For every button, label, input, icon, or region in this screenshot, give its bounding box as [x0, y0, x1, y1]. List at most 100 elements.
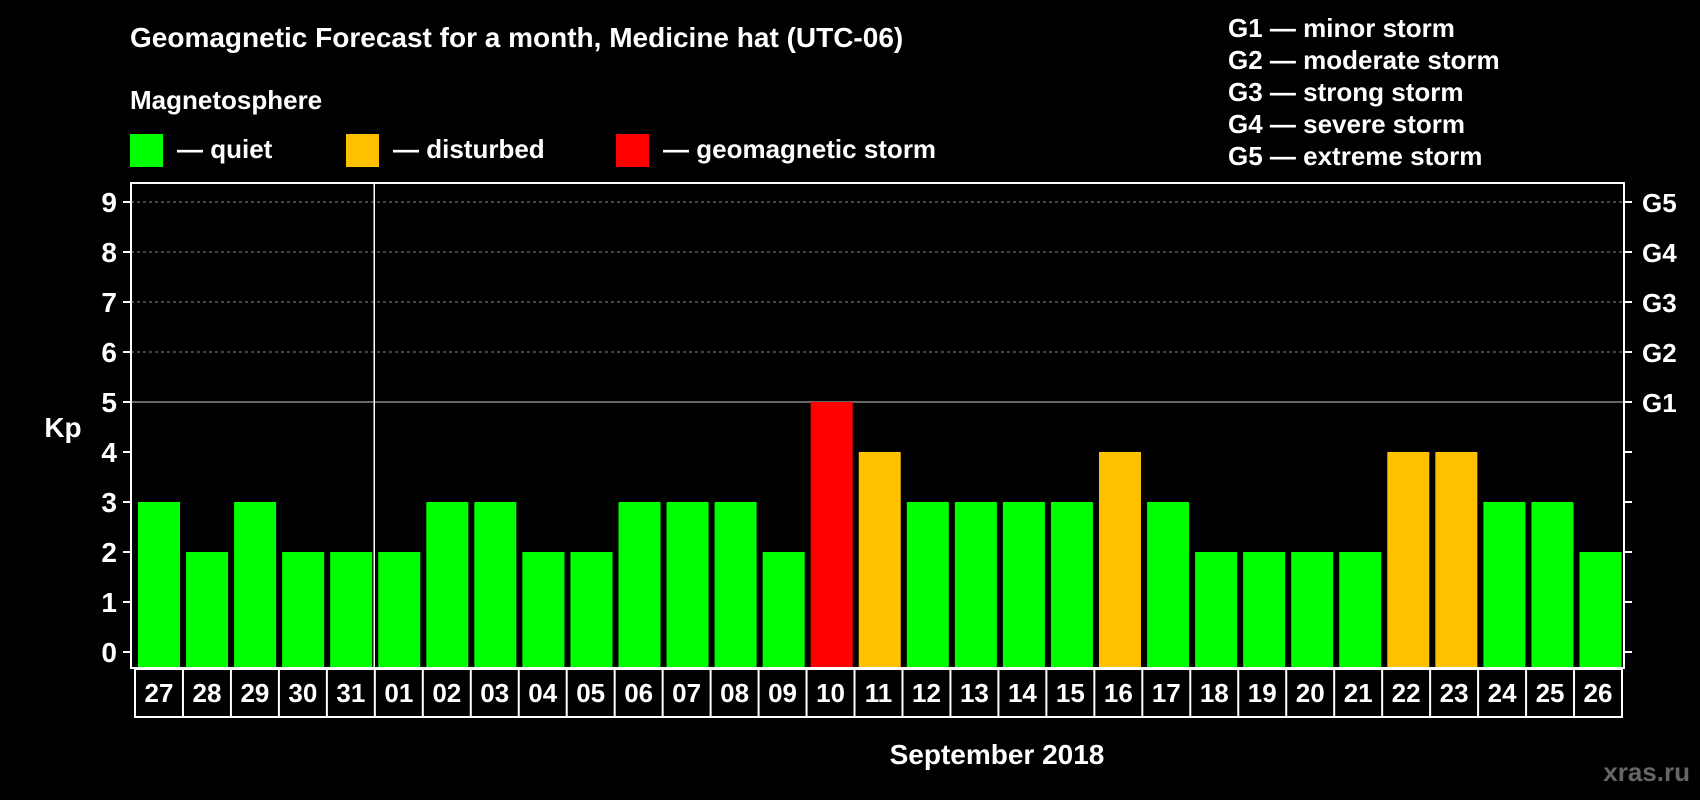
bar-20: [1291, 552, 1334, 668]
bar-12: [906, 502, 949, 668]
bar-16: [1099, 452, 1141, 668]
legend-label-disturbed: — disturbed: [393, 134, 545, 164]
date-label-08: 08: [720, 678, 749, 708]
date-label-18: 18: [1200, 678, 1229, 708]
date-label-10: 10: [816, 678, 845, 708]
date-axis: 27 28 29 30 31 01 02 03 04 05 06 07 08 09 10 11 12 13 14 15…: [134, 668, 1623, 718]
chart-title: Geomagnetic Forecast for a month, Medici…: [130, 22, 904, 53]
storm-scale-g5: G5 — extreme storm: [1228, 141, 1483, 171]
date-label-05: 05: [576, 678, 605, 708]
bars: [138, 402, 1622, 668]
date-label-03: 03: [480, 678, 509, 708]
y-axis-label: Kp: [44, 412, 81, 443]
bar-10: [810, 402, 853, 668]
bar-04: [522, 552, 565, 668]
bar-18: [1195, 552, 1238, 668]
y-tick-label-6: 6: [101, 337, 117, 368]
right-tick-label-g4: G4: [1642, 238, 1677, 268]
bar-27: [138, 502, 180, 668]
date-label-22: 22: [1392, 678, 1421, 708]
y-tick-label-8: 8: [101, 237, 117, 268]
bar-09: [762, 552, 805, 668]
bar-15: [1050, 502, 1093, 668]
date-label-01: 01: [384, 678, 413, 708]
storm-scale-g1: G1 — minor storm: [1228, 13, 1455, 43]
date-label-25: 25: [1536, 678, 1565, 708]
date-label-27: 27: [145, 678, 174, 708]
date-label-28: 28: [192, 678, 221, 708]
bar-19: [1243, 552, 1286, 668]
y-tick-label-1: 1: [101, 587, 117, 618]
y-tick-label-5: 5: [101, 387, 117, 418]
date-label-20: 20: [1296, 678, 1325, 708]
watermark: xras.ru: [1603, 757, 1690, 787]
date-label-02: 02: [432, 678, 461, 708]
right-tick-label-g3: G3: [1642, 288, 1677, 318]
bar-31: [330, 552, 373, 668]
bar-06: [618, 502, 661, 668]
date-label-11: 11: [865, 678, 893, 708]
y-tick-label-9: 9: [101, 187, 117, 218]
date-label-12: 12: [912, 678, 941, 708]
date-label-19: 19: [1248, 678, 1277, 708]
bar-11: [858, 452, 901, 668]
date-label-07: 07: [672, 678, 701, 708]
bar-29: [234, 502, 277, 668]
date-label-16: 16: [1104, 678, 1133, 708]
bar-30: [282, 552, 325, 668]
date-label-09: 09: [768, 678, 797, 708]
right-tick-label-g1: G1: [1642, 388, 1677, 418]
y-tick-label-4: 4: [101, 437, 117, 468]
date-row-border: [134, 668, 1623, 718]
date-label-23: 23: [1440, 678, 1469, 708]
date-label-31: 31: [336, 678, 365, 708]
storm-scale-g4: G4 — severe storm: [1228, 109, 1466, 139]
y-tick-label-2: 2: [101, 537, 117, 568]
bar-21: [1339, 552, 1382, 668]
date-label-04: 04: [528, 678, 557, 708]
date-label-15: 15: [1056, 678, 1085, 708]
y-tick-label-0: 0: [101, 637, 117, 668]
date-label-29: 29: [240, 678, 269, 708]
date-label-24: 24: [1488, 678, 1517, 708]
date-label-30: 30: [288, 678, 317, 708]
bar-26: [1579, 552, 1622, 668]
y-axis-ticks: 0 1 2 3 4 5 6 7 8 9: [101, 187, 131, 668]
date-label-13: 13: [960, 678, 989, 708]
date-label-21: 21: [1344, 678, 1373, 708]
date-label-17: 17: [1152, 678, 1181, 708]
bar-05: [570, 552, 613, 668]
legend-label-quiet: — quiet: [177, 134, 273, 164]
storm-scale-g3: G3 — strong storm: [1228, 77, 1464, 107]
bar-28: [186, 552, 229, 668]
legend-label-storm: — geomagnetic storm: [663, 134, 937, 164]
bar-23: [1435, 452, 1478, 668]
y-tick-label-7: 7: [101, 287, 117, 318]
bar-24: [1483, 502, 1526, 668]
date-label-26: 26: [1584, 678, 1613, 708]
bar-14: [1002, 502, 1045, 668]
y-tick-label-3: 3: [101, 487, 117, 518]
bar-02: [426, 502, 469, 668]
bar-08: [714, 502, 757, 668]
legend-swatch-disturbed: [346, 134, 379, 167]
date-label-14: 14: [1008, 678, 1037, 708]
bar-07: [666, 502, 709, 668]
bar-25: [1531, 502, 1574, 668]
right-axis-ticks: G1 G2 G3 G4 G5: [1624, 188, 1677, 653]
date-label-06: 06: [624, 678, 653, 708]
x-axis-label: September 2018: [890, 739, 1105, 770]
bar-22: [1387, 452, 1430, 668]
storm-scale-g2: G2 — moderate storm: [1228, 45, 1500, 75]
bar-03: [474, 502, 517, 668]
bar-13: [954, 502, 997, 668]
bar-01: [378, 552, 421, 668]
grid-lines: [131, 201, 1624, 403]
bar-17: [1147, 502, 1190, 668]
legend-swatch-quiet: [130, 134, 163, 167]
magnetosphere-label: Magnetosphere: [130, 85, 323, 115]
legend-swatch-storm: [616, 134, 649, 167]
right-tick-label-g5: G5: [1642, 188, 1677, 218]
right-tick-label-g2: G2: [1642, 338, 1677, 368]
